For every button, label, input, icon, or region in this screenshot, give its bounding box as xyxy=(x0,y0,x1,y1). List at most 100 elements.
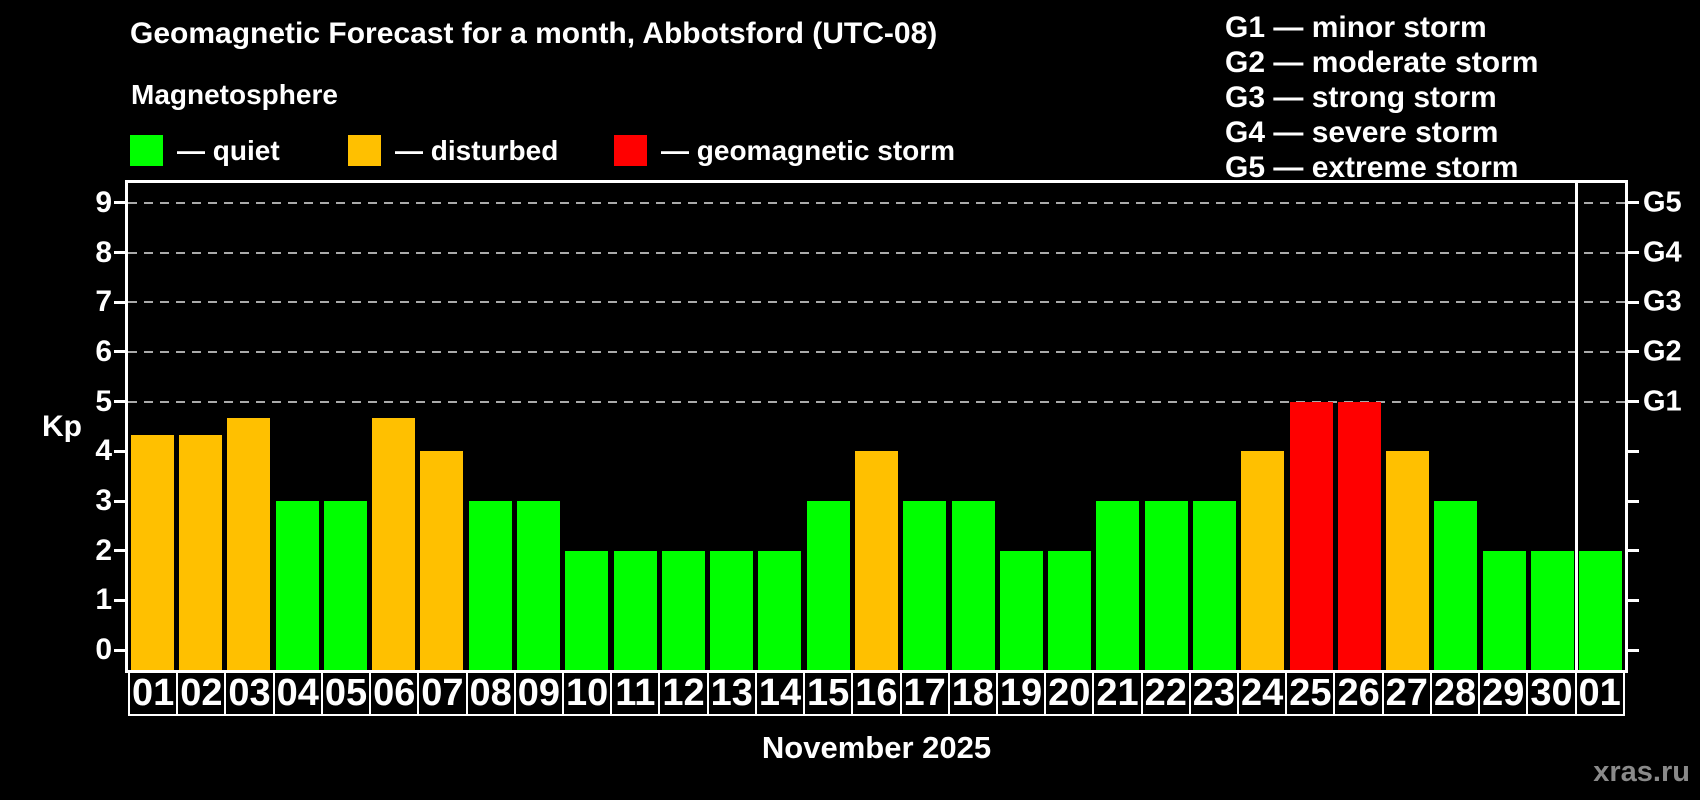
g-scale-legend: G1 — minor storm G2 — moderate storm G3 … xyxy=(1225,11,1539,184)
g-level-label-G1: G1 xyxy=(1643,385,1682,418)
legend-label-quiet: — quiet xyxy=(177,134,280,166)
day-label-15: 15 xyxy=(803,673,851,714)
day-label-07: 07 xyxy=(417,673,465,714)
legend-label-disturbed: — disturbed xyxy=(395,134,559,166)
day-label-next-01: 01 xyxy=(1574,673,1623,714)
x-axis-title: November 2025 xyxy=(761,730,992,765)
day-label-01: 01 xyxy=(131,673,175,714)
bar-day-07 xyxy=(420,451,464,670)
plot-area xyxy=(125,180,1628,673)
bar-day-12 xyxy=(661,550,705,670)
legend-label-storm: — geomagnetic storm xyxy=(661,134,956,166)
bar-day-27 xyxy=(1386,451,1430,670)
day-label-17: 17 xyxy=(899,673,948,714)
bar-day-25 xyxy=(1289,401,1333,670)
bar-day-29 xyxy=(1482,550,1526,670)
y-tick-right-7 xyxy=(1625,300,1639,304)
bar-day-11 xyxy=(613,550,657,670)
bar-day-05 xyxy=(323,501,367,670)
y-tick-left-9 xyxy=(114,201,128,205)
day-label-16: 16 xyxy=(851,673,899,714)
day-label-19: 19 xyxy=(995,673,1044,714)
y-tick-left-5 xyxy=(114,400,128,404)
bar-day-10 xyxy=(565,550,609,670)
y-tick-right-0 xyxy=(1625,648,1639,652)
g-level-label-G2: G2 xyxy=(1643,335,1682,368)
y-tick-right-1 xyxy=(1625,598,1639,602)
y-tick-right-5 xyxy=(1625,400,1639,404)
y-tick-label-1: 1 xyxy=(95,583,112,617)
y-tick-label-5: 5 xyxy=(95,384,112,418)
y-tick-left-4 xyxy=(114,449,128,453)
day-label-06: 06 xyxy=(369,673,417,714)
bar-day-06 xyxy=(372,418,416,670)
y-tick-left-8 xyxy=(114,251,128,255)
day-label-30: 30 xyxy=(1526,673,1574,714)
day-label-26: 26 xyxy=(1333,673,1381,714)
y-tick-right-8 xyxy=(1625,251,1639,255)
bar-day-18 xyxy=(951,501,995,670)
day-label-24: 24 xyxy=(1237,673,1285,714)
day-label-02: 02 xyxy=(176,673,224,714)
bar-day-20 xyxy=(1048,550,1092,670)
day-label-05: 05 xyxy=(320,673,369,714)
y-tick-label-7: 7 xyxy=(95,285,112,319)
y-tick-label-6: 6 xyxy=(95,334,112,368)
day-label-09: 09 xyxy=(513,673,562,714)
g-level-label-G4: G4 xyxy=(1643,236,1682,269)
day-label-18: 18 xyxy=(947,673,996,714)
chart-title: Geomagnetic Forecast for a month, Abbots… xyxy=(130,17,938,50)
bar-day-04 xyxy=(275,501,319,670)
bar-day-23 xyxy=(1193,501,1237,670)
month-separator-line xyxy=(1575,183,1579,670)
y-tick-left-1 xyxy=(114,598,128,602)
disturbed-color-swatch xyxy=(348,135,381,166)
storm-color-swatch xyxy=(614,135,647,166)
y-tick-label-3: 3 xyxy=(95,484,112,518)
grid-line-kp-7 xyxy=(128,301,1625,304)
bar-day-09 xyxy=(516,501,560,670)
y-tick-right-9 xyxy=(1625,201,1639,205)
day-label-27: 27 xyxy=(1381,673,1430,714)
day-label-12: 12 xyxy=(658,673,706,714)
y-tick-label-4: 4 xyxy=(95,434,112,468)
y-tick-label-8: 8 xyxy=(95,235,112,269)
x-axis-day-labels: 01 02 03 04 05 06 07 08 09 10 11 12 13 14 15 16 17 18 19 20… xyxy=(128,671,1625,716)
day-label-08: 08 xyxy=(465,673,514,714)
g-level-label-G5: G5 xyxy=(1643,186,1682,219)
day-label-11: 11 xyxy=(610,673,658,714)
grid-line-kp-6 xyxy=(128,350,1625,353)
y-tick-left-7 xyxy=(114,300,128,304)
bar-day-26 xyxy=(1337,401,1381,670)
bar-day-02 xyxy=(178,434,222,670)
y-tick-left-6 xyxy=(114,350,128,354)
bar-day-08 xyxy=(468,501,512,670)
y-tick-left-3 xyxy=(114,499,128,503)
y-tick-right-3 xyxy=(1625,499,1639,503)
day-label-29: 29 xyxy=(1478,673,1526,714)
bar-day-22 xyxy=(1144,501,1188,670)
day-label-04: 04 xyxy=(272,673,321,714)
bar-day-14 xyxy=(758,550,802,670)
day-label-14: 14 xyxy=(754,673,803,714)
bar-day-15 xyxy=(806,501,850,670)
y-tick-right-6 xyxy=(1625,350,1639,354)
legend-title: Magnetosphere xyxy=(131,79,338,110)
bar-day-21 xyxy=(1096,501,1140,670)
bar-day-30 xyxy=(1531,550,1575,670)
bar-day-13 xyxy=(710,550,754,670)
day-label-22: 22 xyxy=(1140,673,1189,714)
day-label-20: 20 xyxy=(1044,673,1092,714)
day-label-28: 28 xyxy=(1429,673,1478,714)
y-tick-left-2 xyxy=(114,549,128,553)
quiet-color-swatch xyxy=(130,135,163,166)
watermark: xras.ru xyxy=(1593,756,1690,788)
bar-day-28 xyxy=(1434,501,1478,670)
bar-day-03 xyxy=(227,418,271,670)
day-label-10: 10 xyxy=(561,673,610,714)
grid-line-kp-5 xyxy=(128,400,1625,403)
grid-line-kp-8 xyxy=(128,251,1625,254)
bar-day-16 xyxy=(855,451,898,670)
day-label-21: 21 xyxy=(1092,673,1140,714)
